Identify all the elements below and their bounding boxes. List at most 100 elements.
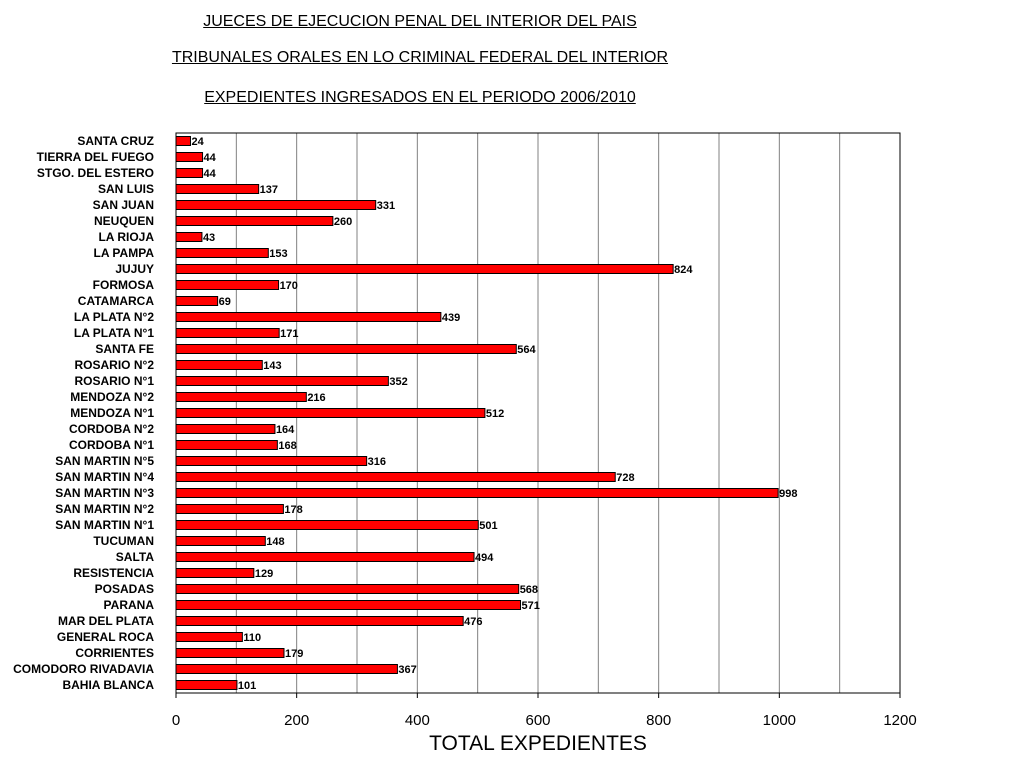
bar <box>175 504 284 514</box>
category-label: SAN MARTIN N°1 <box>55 518 154 532</box>
value-label: 110 <box>243 632 261 644</box>
bar <box>175 632 243 642</box>
value-label: 824 <box>674 264 693 276</box>
bar <box>175 424 276 434</box>
bar <box>175 456 368 466</box>
labels-group: SANTA CRUZ 24 TIERRA DEL FUEGO 44 STGO. DEL … <box>13 134 797 692</box>
chart-title-line-3: EXPEDIENTES INGRESADOS EN EL PERIODO 200… <box>204 89 636 106</box>
bar <box>175 184 260 194</box>
category-label: CORDOBA N°2 <box>69 422 154 436</box>
bar <box>175 136 191 146</box>
category-label: SALTA <box>116 550 155 564</box>
bar <box>175 680 238 690</box>
category-label: PARANA <box>104 598 155 612</box>
bar <box>175 232 203 242</box>
value-label: 352 <box>389 376 407 388</box>
value-label: 564 <box>517 344 536 356</box>
category-label: LA PAMPA <box>94 246 155 260</box>
value-label: 728 <box>616 472 634 484</box>
category-label: SAN LUIS <box>98 182 154 196</box>
bar <box>175 376 389 386</box>
bar <box>175 600 522 610</box>
value-label: 494 <box>475 552 494 564</box>
bar <box>175 264 674 274</box>
value-label: 43 <box>203 232 215 244</box>
value-label: 998 <box>779 488 797 500</box>
value-label: 179 <box>285 648 303 660</box>
value-label: 44 <box>204 168 217 180</box>
value-label: 439 <box>442 312 460 324</box>
category-label: ROSARIO N°1 <box>75 374 155 388</box>
bar <box>175 152 204 162</box>
x-axis-ticks: 0 200 400 600 800 1000 1200 <box>172 693 917 729</box>
bar <box>175 408 486 418</box>
value-label: 148 <box>266 536 284 548</box>
value-label: 171 <box>280 328 298 340</box>
x-tick-label: 1200 <box>883 712 916 729</box>
category-label: LA PLATA N°1 <box>74 326 154 340</box>
category-label: ROSARIO N°2 <box>75 358 155 372</box>
x-tick-label: 0 <box>172 712 180 729</box>
chart-title-line-1: JUECES DE EJECUCION PENAL DEL INTERIOR D… <box>203 13 637 30</box>
bar <box>175 328 280 338</box>
category-label: JUJUY <box>115 262 154 276</box>
x-tick-label: 800 <box>646 712 671 729</box>
category-label: SAN MARTIN N°4 <box>55 470 154 484</box>
category-label: CORRIENTES <box>75 646 154 660</box>
category-label: SANTA CRUZ <box>77 134 154 148</box>
value-label: 331 <box>377 200 395 212</box>
x-tick-label: 600 <box>525 712 550 729</box>
bar <box>175 312 442 322</box>
x-tick-label: 200 <box>284 712 309 729</box>
value-label: 153 <box>269 248 287 260</box>
category-label: BAHIA BLANCA <box>62 678 154 692</box>
value-label: 168 <box>278 440 296 452</box>
bar <box>175 536 266 546</box>
x-tick-label: 1000 <box>763 712 796 729</box>
x-tick-label: 400 <box>405 712 430 729</box>
bar <box>175 616 464 626</box>
bar <box>175 520 479 530</box>
bar <box>175 168 204 178</box>
bar <box>175 488 779 498</box>
value-label: 170 <box>280 280 298 292</box>
value-label: 129 <box>255 568 273 580</box>
category-label: SAN MARTIN N°3 <box>55 486 154 500</box>
category-label: COMODORO RIVADAVIA <box>13 662 154 676</box>
value-label: 24 <box>191 136 204 148</box>
category-label: LA RIOJA <box>98 230 154 244</box>
value-label: 178 <box>284 504 302 516</box>
category-label: MAR DEL PLATA <box>58 614 154 628</box>
bar <box>175 584 520 594</box>
category-label: POSADAS <box>95 582 154 596</box>
bar <box>175 664 398 674</box>
category-label: MENDOZA N°1 <box>70 406 154 420</box>
category-label: SAN MARTIN N°2 <box>55 502 154 516</box>
value-label: 101 <box>238 680 256 692</box>
value-label: 137 <box>260 184 278 196</box>
x-axis-title: TOTAL EXPEDIENTES <box>429 732 647 755</box>
value-label: 501 <box>479 520 497 532</box>
value-label: 69 <box>219 296 231 308</box>
category-label: FORMOSA <box>93 278 155 292</box>
bar <box>175 344 517 354</box>
category-label: LA PLATA N°2 <box>74 310 154 324</box>
value-label: 260 <box>334 216 352 228</box>
bar <box>175 472 616 482</box>
value-label: 316 <box>368 456 386 468</box>
value-label: 476 <box>464 616 482 628</box>
bar <box>175 360 263 370</box>
category-label: STGO. DEL ESTERO <box>37 166 154 180</box>
bar <box>175 648 285 658</box>
bar <box>175 568 255 578</box>
bar <box>175 440 278 450</box>
category-label: MENDOZA N°2 <box>70 390 154 404</box>
bar <box>175 216 334 226</box>
value-label: 143 <box>263 360 281 372</box>
value-label: 164 <box>276 424 295 436</box>
value-label: 367 <box>398 664 416 676</box>
category-label: SAN JUAN <box>93 198 154 212</box>
value-label: 216 <box>307 392 325 404</box>
bars-group <box>175 136 779 690</box>
